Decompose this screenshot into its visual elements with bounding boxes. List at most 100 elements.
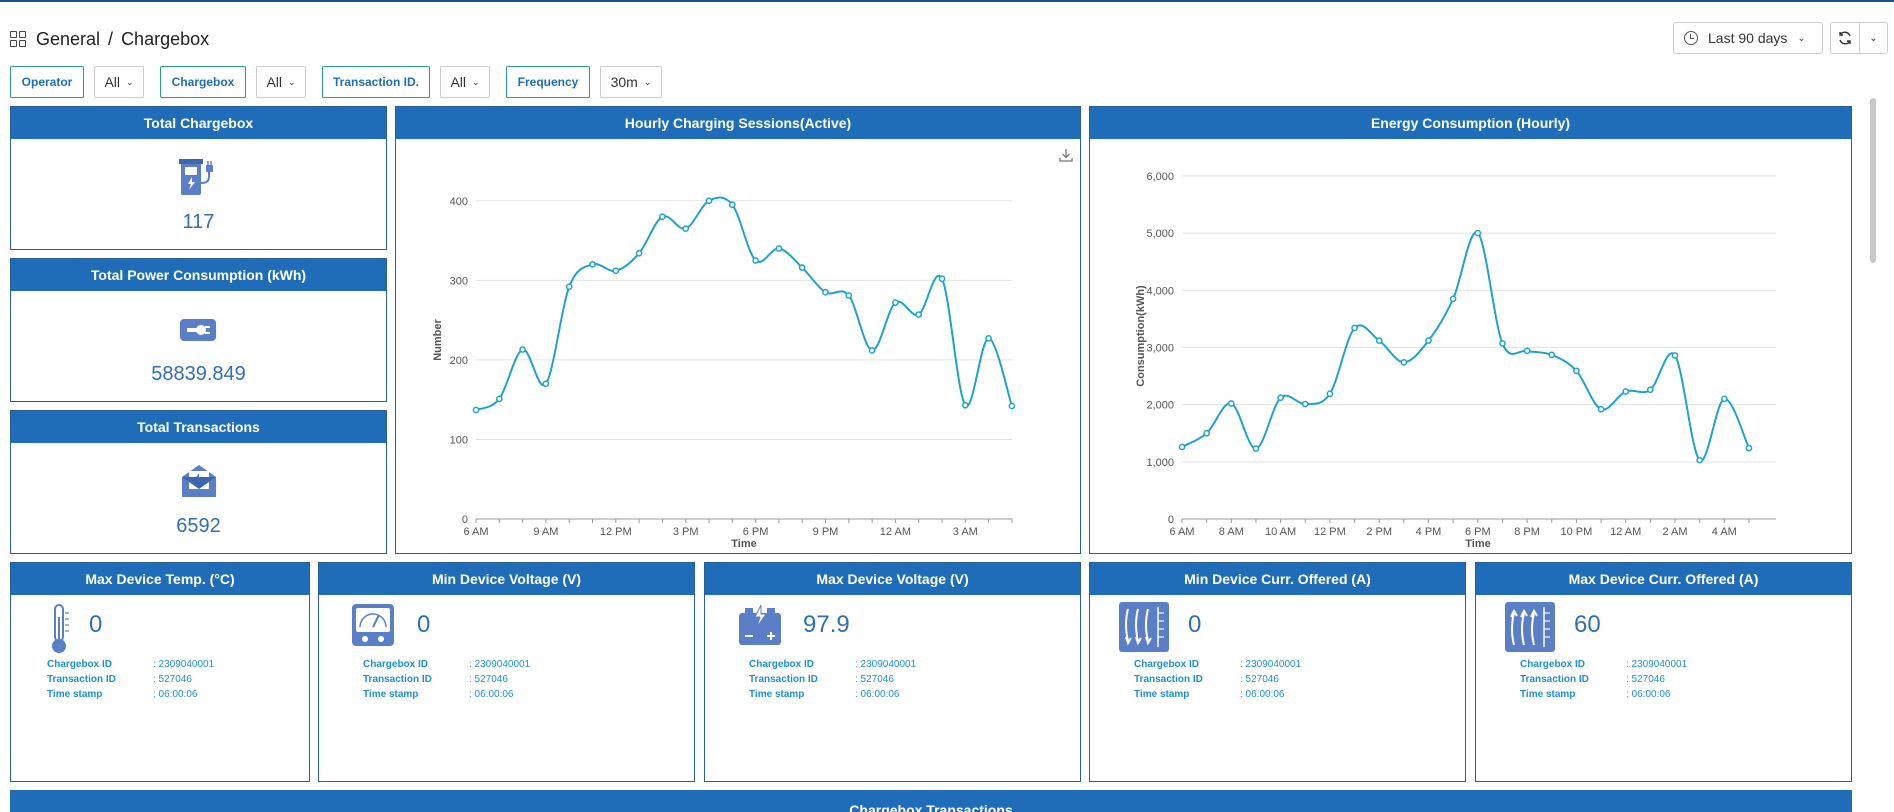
clock-icon [1684, 31, 1698, 45]
filter-select-frequency[interactable]: 30m ⌄ [600, 66, 662, 98]
x-tick-label: 3 AM [953, 526, 978, 538]
time-range-picker[interactable]: Last 90 days ⌄ [1673, 22, 1823, 54]
breadcrumb-root[interactable]: General [36, 28, 101, 49]
y-axis-title: Consumption(kWh) [1135, 285, 1147, 387]
panel-title: Max Device Curr. Offered (A) [1476, 563, 1851, 595]
series-line [475, 196, 1013, 411]
refresh-button[interactable] [1830, 22, 1860, 54]
data-point [1425, 337, 1432, 344]
data-point [728, 201, 736, 209]
filter-select-operator[interactable]: All ⌄ [94, 66, 144, 98]
x-tick-label: 3 PM [673, 526, 699, 538]
transaction-id-label: Transaction ID [1134, 674, 1203, 685]
data-point [1008, 402, 1016, 410]
timestamp-label: Time stamp [1520, 689, 1576, 700]
data-point [1548, 351, 1556, 359]
timestamp-label: Time stamp [749, 689, 805, 700]
chargebox-id-value: : 2309040001 [153, 659, 215, 670]
current-up-icon [1505, 602, 1555, 652]
x-tick-label: 6 PM [743, 526, 769, 538]
time-range-label: Last 90 days [1708, 30, 1788, 46]
download-icon[interactable] [1058, 147, 1074, 163]
data-point [985, 335, 992, 342]
chargebox-id-value: : 2309040001 [1240, 659, 1302, 670]
timestamp-label: Time stamp [1134, 689, 1190, 700]
chargebox-transactions-panel-header: Chargebox Transactions [10, 790, 1852, 812]
filter-value: All [266, 74, 282, 90]
x-tick-label: 9 PM [813, 526, 839, 538]
data-point [938, 275, 946, 283]
min-voltage-panel: Min Device Voltage (V) 0 Chargebox ID: 2… [318, 562, 695, 782]
vertical-scrollbar[interactable] [1870, 98, 1876, 263]
min-current-value: 0 [1188, 611, 1202, 638]
data-point [682, 225, 690, 232]
x-tick-label: 4 PM [1416, 526, 1442, 538]
chargebox-id-value: : 2309040001 [469, 659, 531, 670]
data-point [1647, 386, 1654, 394]
transaction-id-label: Transaction ID [749, 674, 818, 685]
data-point [868, 346, 876, 354]
panel-title: Total Chargebox [11, 107, 386, 139]
timestamp-label: Time stamp [363, 689, 419, 700]
y-tick-label: 100 [450, 434, 468, 446]
x-tick-label: 9 AM [533, 526, 558, 538]
data-point [612, 267, 620, 275]
data-point [822, 288, 829, 296]
data-point [892, 299, 899, 306]
max-current-value: 60 [1574, 611, 1601, 638]
voltmeter-icon [352, 604, 394, 646]
current-down-icon [1119, 602, 1169, 652]
data-point [519, 346, 526, 353]
data-point [1745, 444, 1753, 452]
filter-label-chargebox[interactable]: Chargebox [160, 66, 246, 98]
data-point [752, 257, 759, 264]
x-tick-label: 6 PM [1465, 526, 1491, 538]
max-voltage-value: 97.9 [803, 611, 850, 638]
chargebox-id-label: Chargebox ID [1520, 659, 1586, 670]
x-tick-label: 6 AM [1169, 526, 1194, 538]
max-temp-value: 0 [89, 611, 103, 638]
dashboard-grid-icon[interactable] [10, 31, 26, 47]
total-power-value: 58839.849 [151, 363, 246, 385]
x-tick-label: 10 PM [1561, 526, 1593, 538]
filter-label-operator[interactable]: Operator [10, 66, 84, 98]
x-tick-label: 10 AM [1265, 526, 1296, 538]
data-point [635, 249, 643, 257]
total-chargebox-value: 117 [182, 211, 215, 233]
filter-label-transaction-id[interactable]: Transaction ID. [322, 66, 430, 98]
panel-title: Energy Consumption (Hourly) [1090, 107, 1851, 139]
transaction-id-value: : 527046 [153, 674, 192, 685]
total-power-panel: Total Power Consumption (kWh) 58839.849 [10, 258, 387, 402]
y-tick-label: 5,000 [1146, 228, 1174, 240]
data-point [542, 380, 550, 388]
thermometer-icon [52, 604, 69, 653]
timestamp-value: : 06:00:06 [153, 689, 198, 700]
filter-label-frequency[interactable]: Frequency [506, 66, 590, 98]
timestamp-value: : 06:00:06 [469, 689, 514, 700]
data-point [1449, 295, 1457, 303]
chargebox-id-value: : 2309040001 [1626, 659, 1688, 670]
filter-value: All [104, 74, 120, 90]
total-transactions-value: 6592 [176, 515, 221, 537]
data-point [1400, 358, 1408, 366]
y-tick-label: 300 [450, 275, 468, 287]
data-point [1277, 394, 1284, 402]
page-title: Chargebox [121, 28, 210, 49]
refresh-interval-dropdown[interactable]: ⌄ [1860, 22, 1888, 54]
panel-title: Max Device Voltage (V) [705, 563, 1080, 595]
x-tick-label: 12 PM [1314, 526, 1346, 538]
sessions-chart: 0 100 200 300 400 6 AM 9 AM 12 PM 3 PM 6 PM 9 PM 12… [432, 196, 1016, 550]
filter-select-transaction-id[interactable]: All ⌄ [440, 66, 490, 98]
data-point [589, 261, 596, 268]
transaction-id-value: : 527046 [855, 674, 894, 685]
device-meta: Chargebox ID: 2309040001 Transaction ID:… [363, 657, 530, 702]
x-tick-label: 6 AM [463, 526, 488, 538]
y-tick-label: 0 [462, 514, 468, 526]
data-point [1203, 429, 1211, 437]
data-point [961, 401, 969, 409]
device-meta: Chargebox ID: 2309040001 Transaction ID:… [1134, 657, 1301, 702]
filter-select-chargebox[interactable]: All ⌄ [256, 66, 306, 98]
data-point [1523, 347, 1531, 355]
y-tick-label: 2,000 [1146, 400, 1174, 412]
x-tick-label: 12 PM [600, 526, 632, 538]
